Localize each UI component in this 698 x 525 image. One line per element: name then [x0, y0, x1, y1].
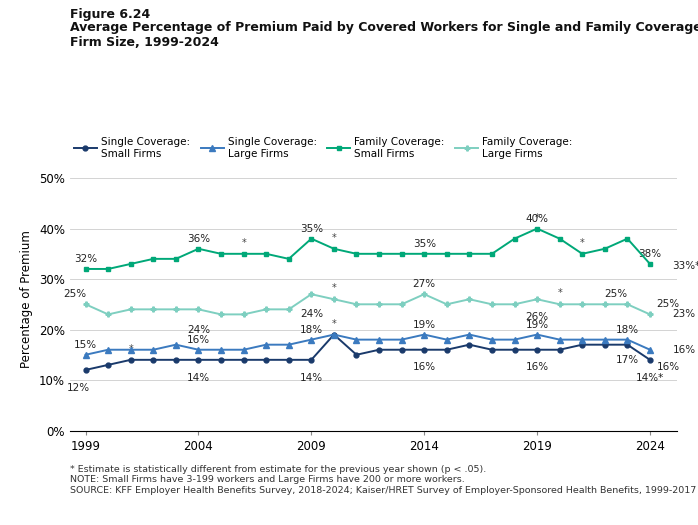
Text: 18%: 18%: [299, 324, 323, 334]
Text: 24%: 24%: [187, 324, 210, 334]
Text: * Estimate is statistically different from estimate for the previous year shown : * Estimate is statistically different fr…: [70, 465, 486, 474]
Text: 27%: 27%: [413, 279, 436, 289]
Text: SOURCE: KFF Employer Health Benefits Survey, 2018-2024; Kaiser/HRET Survey of Em: SOURCE: KFF Employer Health Benefits Sur…: [70, 486, 696, 495]
Text: *: *: [332, 233, 336, 243]
Text: *: *: [242, 238, 246, 248]
Text: 16%: 16%: [413, 362, 436, 372]
Text: 36%: 36%: [187, 234, 210, 244]
Text: *: *: [332, 319, 336, 329]
Text: 19%: 19%: [526, 320, 549, 330]
Text: 17%: 17%: [616, 355, 639, 365]
Text: 16%: 16%: [673, 345, 696, 355]
Text: 40%: 40%: [526, 214, 549, 224]
Text: *: *: [535, 213, 540, 223]
Text: 14%*: 14%*: [636, 373, 664, 383]
Text: *: *: [580, 238, 585, 248]
Text: 32%: 32%: [74, 254, 97, 264]
Text: 16%: 16%: [526, 362, 549, 372]
Text: *: *: [128, 344, 133, 354]
Text: 14%: 14%: [299, 373, 323, 383]
Text: NOTE: Small Firms have 3-199 workers and Large Firms have 200 or more workers.: NOTE: Small Firms have 3-199 workers and…: [70, 475, 465, 484]
Legend: Single Coverage:
Small Firms, Single Coverage:
Large Firms, Family Coverage:
Sma: Single Coverage: Small Firms, Single Cov…: [70, 133, 577, 163]
Text: 19%: 19%: [413, 320, 436, 330]
Text: 12%: 12%: [67, 383, 91, 393]
Text: 16%: 16%: [187, 334, 210, 345]
Text: 25%: 25%: [604, 289, 628, 299]
Text: 35%: 35%: [299, 224, 323, 234]
Text: 24%: 24%: [299, 309, 323, 319]
Text: Average Percentage of Premium Paid by Covered Workers for Single and Family Cove: Average Percentage of Premium Paid by Co…: [70, 21, 698, 49]
Text: 16%: 16%: [656, 362, 680, 372]
Text: 35%: 35%: [413, 239, 436, 249]
Text: Figure 6.24: Figure 6.24: [70, 8, 150, 21]
Text: *: *: [557, 288, 562, 298]
Text: 25%: 25%: [656, 299, 680, 309]
Text: 14%: 14%: [187, 373, 210, 383]
Text: 38%: 38%: [639, 249, 662, 259]
Y-axis label: Percentage of Premium: Percentage of Premium: [20, 230, 34, 368]
Text: 23%: 23%: [673, 309, 696, 319]
Text: 18%: 18%: [616, 324, 639, 334]
Text: *: *: [332, 283, 336, 293]
Text: 15%: 15%: [74, 340, 97, 350]
Text: 33%*: 33%*: [673, 261, 698, 271]
Text: 25%: 25%: [63, 289, 86, 299]
Text: 26%: 26%: [526, 312, 549, 322]
